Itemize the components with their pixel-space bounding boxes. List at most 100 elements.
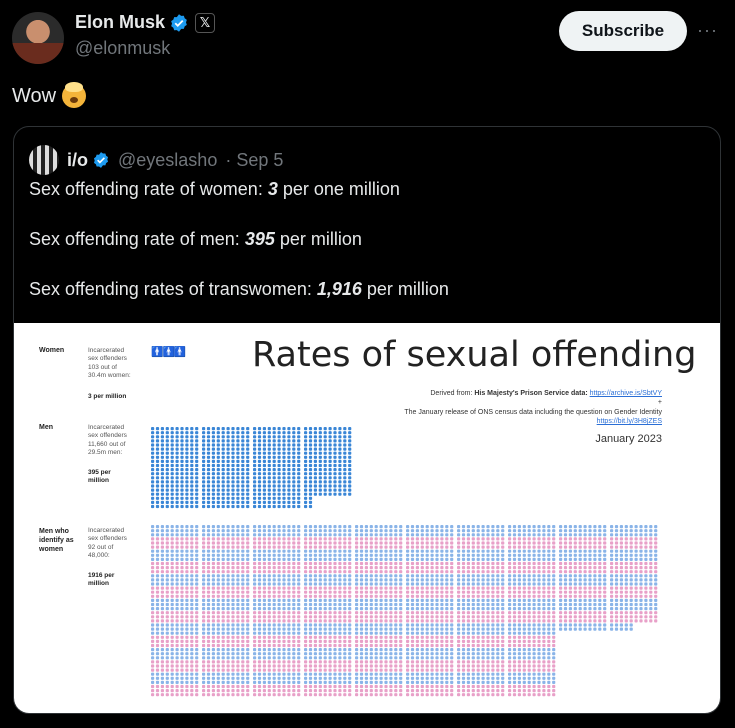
quoted-tweet-date[interactable]: · Sep 5 <box>225 149 284 170</box>
person-figure <box>420 693 424 697</box>
person-figure <box>175 623 179 627</box>
person-figure <box>394 541 398 545</box>
person-figure <box>226 680 230 684</box>
person-figure <box>374 590 378 594</box>
person-figure <box>619 553 623 557</box>
author-handle[interactable]: @elonmusk <box>75 38 171 58</box>
person-figure <box>486 541 490 545</box>
person-figure <box>508 557 512 561</box>
person-figure <box>211 480 215 484</box>
person-figure <box>195 635 199 639</box>
more-options-icon[interactable]: ··· <box>697 20 718 40</box>
person-figure <box>457 541 461 545</box>
person-figure <box>231 664 235 668</box>
person-figure <box>440 570 444 574</box>
person-figure <box>619 545 623 549</box>
person-figure <box>170 668 174 672</box>
person-figure <box>435 594 439 598</box>
person-figure <box>374 529 378 533</box>
person-figure <box>614 578 619 582</box>
author-name[interactable]: Elon Musk <box>75 12 166 32</box>
person-figure <box>287 652 291 656</box>
person-figure <box>542 574 546 578</box>
person-figure <box>180 652 184 656</box>
person-figure <box>406 693 410 697</box>
person-figure <box>338 480 342 484</box>
person-figure <box>267 561 271 566</box>
person-figure <box>445 680 449 684</box>
person-figure <box>236 689 240 693</box>
person-figure <box>348 582 352 586</box>
person-figure <box>501 684 505 689</box>
person-figure <box>304 468 308 472</box>
person-figure <box>563 586 568 590</box>
person-figure <box>457 631 461 635</box>
person-figure <box>486 594 490 598</box>
person-figure <box>155 635 160 639</box>
person-figure <box>593 627 597 631</box>
person-figure <box>542 689 546 693</box>
person-figure <box>211 578 215 582</box>
person-figure <box>282 607 286 611</box>
person-figure <box>246 431 250 435</box>
quoted-author-name[interactable]: i/o <box>67 149 88 170</box>
person-figure <box>282 590 286 594</box>
person-figure <box>542 557 546 561</box>
person-figure <box>287 631 291 635</box>
person-figure <box>170 537 174 541</box>
person-figure <box>241 623 245 627</box>
person-figure <box>338 435 342 439</box>
quoted-author-avatar[interactable] <box>29 145 59 175</box>
person-figure <box>206 693 211 697</box>
quoted-tweet[interactable]: i/o @eyeslasho · Sep 5 Sex offending rat… <box>13 126 721 714</box>
person-figure <box>190 590 194 594</box>
person-figure <box>420 664 424 668</box>
person-figure <box>399 693 403 697</box>
person-figure <box>236 504 240 509</box>
person-figure <box>160 537 164 541</box>
person-figure <box>588 545 592 549</box>
person-figure <box>593 578 597 582</box>
source-link[interactable]: https://archive.is/SbtVY <box>589 390 662 397</box>
person-figure <box>532 648 536 652</box>
person-figure <box>216 447 220 451</box>
person-figure <box>440 578 444 582</box>
person-figure <box>292 570 296 574</box>
person-figure <box>308 566 313 570</box>
person-figure <box>445 619 449 623</box>
person-figure <box>165 602 169 607</box>
person-figure <box>323 615 327 619</box>
person-figure <box>287 643 291 648</box>
person-figure <box>573 570 577 574</box>
exploding-head-emoji-icon <box>62 82 87 108</box>
person-figure <box>253 594 257 598</box>
person-figure <box>394 553 398 557</box>
person-figure <box>292 545 296 549</box>
person-figure <box>466 615 470 619</box>
person-figure <box>430 582 434 586</box>
person-figure <box>522 578 526 582</box>
person-figure <box>359 594 364 598</box>
person-figure <box>343 549 347 553</box>
person-figure <box>206 602 211 607</box>
person-figure <box>185 602 189 607</box>
person-figure <box>522 598 526 602</box>
person-figure <box>277 664 281 668</box>
person-figure <box>328 484 332 488</box>
infographic-image[interactable]: Rates of sexual offending Derived from: … <box>14 323 720 713</box>
person-figure <box>559 574 563 578</box>
person-figure <box>241 598 245 602</box>
person-figure <box>272 476 276 480</box>
person-figure <box>563 607 568 611</box>
person-figure <box>610 607 614 611</box>
person-figure <box>517 594 521 598</box>
census-link[interactable]: https://bit.ly/3H8jZES <box>596 418 662 426</box>
subscribe-button[interactable]: Subscribe <box>559 11 687 51</box>
author-avatar[interactable] <box>12 12 64 64</box>
person-figure <box>619 586 623 590</box>
person-figure <box>369 561 373 566</box>
person-figure <box>343 676 347 680</box>
quoted-author-handle[interactable]: @eyeslasho <box>118 149 218 170</box>
person-figure <box>216 590 220 594</box>
person-figure <box>338 664 342 668</box>
